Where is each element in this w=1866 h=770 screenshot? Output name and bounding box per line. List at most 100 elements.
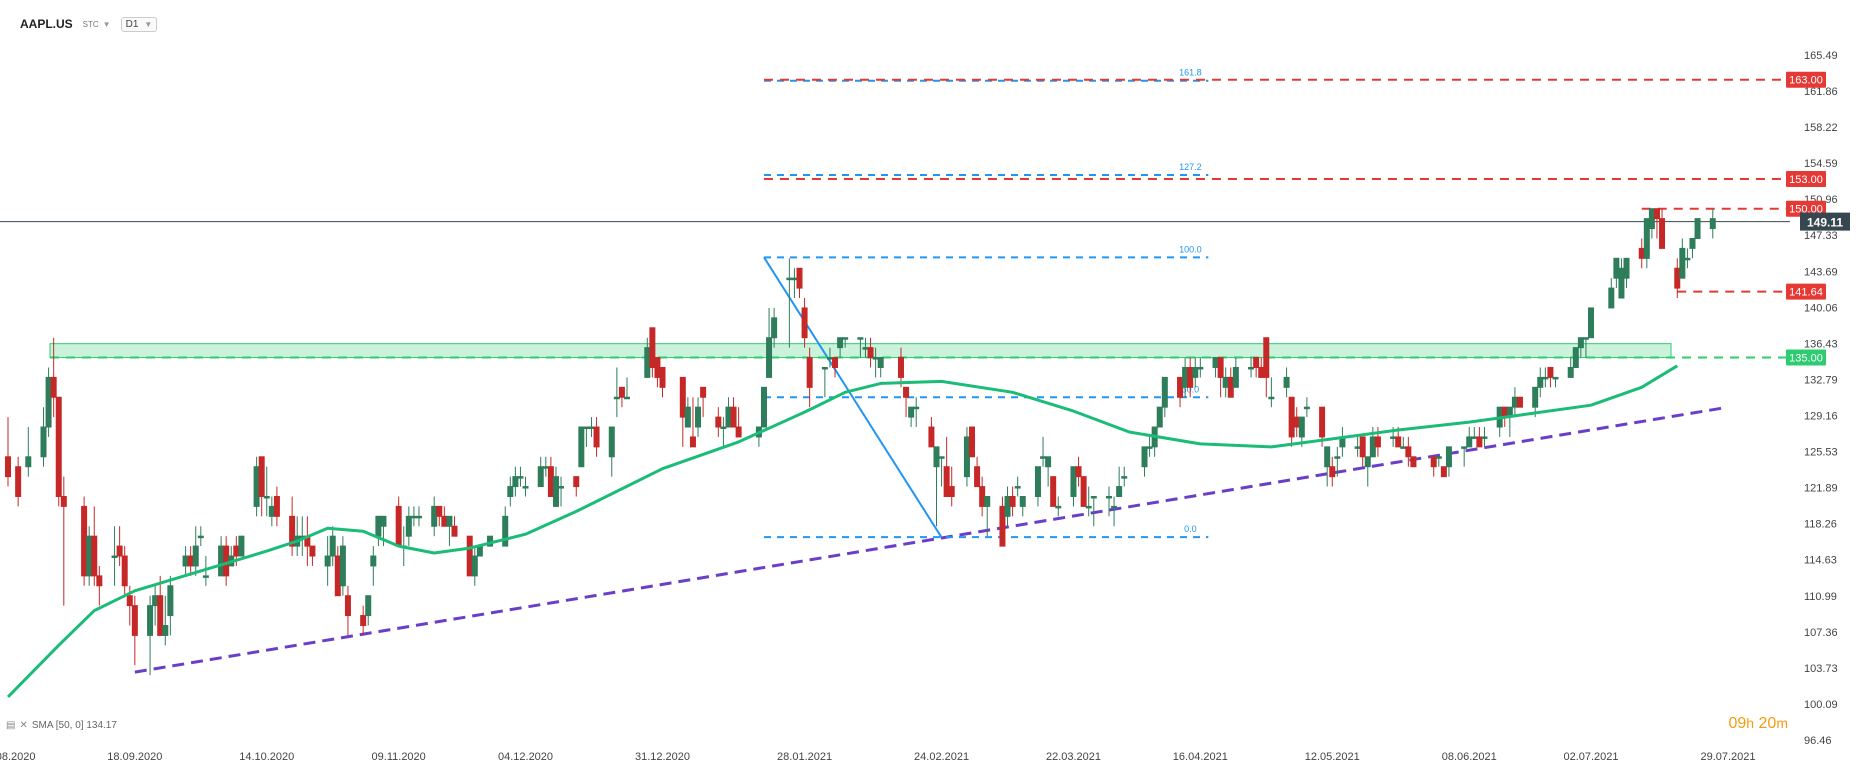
candle-body	[329, 535, 336, 557]
candle-body	[1177, 376, 1184, 398]
candle-body	[1197, 366, 1204, 370]
candle-body	[1481, 436, 1488, 439]
candle-body	[121, 555, 128, 587]
candle-body	[1156, 406, 1163, 428]
y-tick-label: 136.43	[1804, 338, 1838, 350]
chevron-down-icon: ▼	[102, 19, 111, 29]
candle-body	[659, 366, 666, 388]
candle-body	[1217, 357, 1224, 378]
candle-body	[1390, 436, 1397, 439]
level-price-tag: 153.00	[1789, 174, 1823, 186]
level-price-tag: 141.64	[1789, 287, 1823, 299]
candle-body	[1040, 456, 1047, 459]
y-tick-label: 121.89	[1804, 483, 1838, 495]
candle-body	[502, 515, 509, 547]
candle-body	[735, 426, 742, 438]
candle-body	[1303, 406, 1310, 410]
candle-body	[187, 555, 194, 567]
candle-body	[507, 486, 514, 497]
candle-body	[405, 515, 412, 537]
y-tick-label: 132.79	[1804, 374, 1838, 386]
level-price-tag-bg	[1786, 170, 1826, 187]
x-tick-label: 18.09.2020	[107, 751, 162, 763]
candle-body	[1329, 466, 1336, 478]
candle-body	[81, 505, 88, 577]
candle-body	[1121, 476, 1128, 479]
candle-body	[1374, 436, 1381, 448]
candle-body	[370, 555, 377, 567]
candle-body	[1476, 436, 1483, 448]
candle-body	[25, 456, 32, 468]
y-tick-label: 110.99	[1804, 591, 1837, 603]
candle-body	[1430, 456, 1437, 468]
candle-body	[715, 416, 722, 428]
x-tick-label: 28.01.2021	[777, 751, 832, 763]
level-price-tag-bg	[1786, 283, 1826, 300]
x-tick-label: 08.06.2021	[1442, 751, 1497, 763]
y-tick-label: 140.06	[1804, 302, 1838, 314]
candle-body	[558, 486, 565, 489]
candle-body	[547, 466, 554, 497]
candle-body	[1248, 366, 1255, 370]
candle-body	[466, 535, 473, 577]
candle-body	[826, 357, 833, 360]
candle-body	[1258, 366, 1265, 378]
level-price-tag-bg	[1786, 349, 1826, 366]
candle-body	[182, 555, 189, 567]
y-tick-label: 158.22	[1804, 122, 1838, 134]
candle-body	[233, 545, 240, 557]
candle-body	[608, 426, 615, 458]
candle-body	[1050, 476, 1057, 507]
candle-body	[1405, 446, 1412, 458]
horizontal-levels	[0, 78, 1790, 359]
close-icon[interactable]: ✕	[19, 720, 28, 731]
instrument-type-select[interactable]: STC ▼	[83, 20, 111, 29]
candle-body	[202, 575, 209, 578]
candle-body	[832, 357, 839, 368]
timeframe-select[interactable]: D1 ▼	[120, 16, 158, 32]
candle-body	[1222, 376, 1229, 388]
candle-body	[903, 386, 910, 398]
candle-body	[380, 515, 387, 527]
candle-body	[360, 615, 367, 626]
candle-body	[963, 436, 970, 478]
candle-body	[1182, 366, 1189, 388]
candle-body	[1070, 466, 1077, 497]
candle-body	[1461, 446, 1468, 449]
candle-body	[1253, 357, 1260, 368]
candle-body	[1588, 307, 1595, 339]
candle-body	[1075, 466, 1082, 478]
candle-body	[842, 337, 849, 340]
candlesticks	[5, 208, 1716, 676]
settings-icon[interactable]: ▤	[6, 720, 16, 731]
candle-body	[969, 426, 976, 458]
candle-body	[152, 595, 159, 607]
x-tick-label: 14.10.2020	[239, 751, 294, 763]
candle-body	[1532, 386, 1539, 408]
candle-body	[5, 456, 11, 478]
indicator-legend: ▤ ✕ SMA [50, 0] 134.17	[6, 720, 117, 731]
candle-body	[451, 525, 458, 537]
candle-body	[365, 595, 372, 617]
candle-body	[796, 267, 803, 289]
candle-body	[1334, 456, 1341, 459]
symbol-label[interactable]: AAPL.US	[20, 17, 73, 31]
x-tick-label: 24.08.2020	[0, 751, 36, 763]
candle-body	[1111, 505, 1118, 509]
x-tick-label: 24.02.2021	[914, 751, 969, 763]
candle-body	[877, 357, 884, 368]
candle-body	[1106, 495, 1113, 499]
candle-body	[684, 406, 691, 428]
candle-body	[974, 466, 981, 488]
candle-body	[1034, 466, 1041, 497]
candle-body	[441, 515, 448, 527]
timer-hours-unit: h	[1746, 715, 1755, 731]
x-tick-label: 04.12.2020	[498, 751, 553, 763]
candle-body	[111, 555, 118, 559]
ascending-trendline	[134, 405, 1729, 674]
candle-body	[1141, 446, 1148, 468]
x-axis: 24.08.2020 18.09.2020 14.10.2020 09.11.2020…	[0, 751, 1756, 763]
x-tick-label: 09.11.2020	[372, 751, 426, 763]
